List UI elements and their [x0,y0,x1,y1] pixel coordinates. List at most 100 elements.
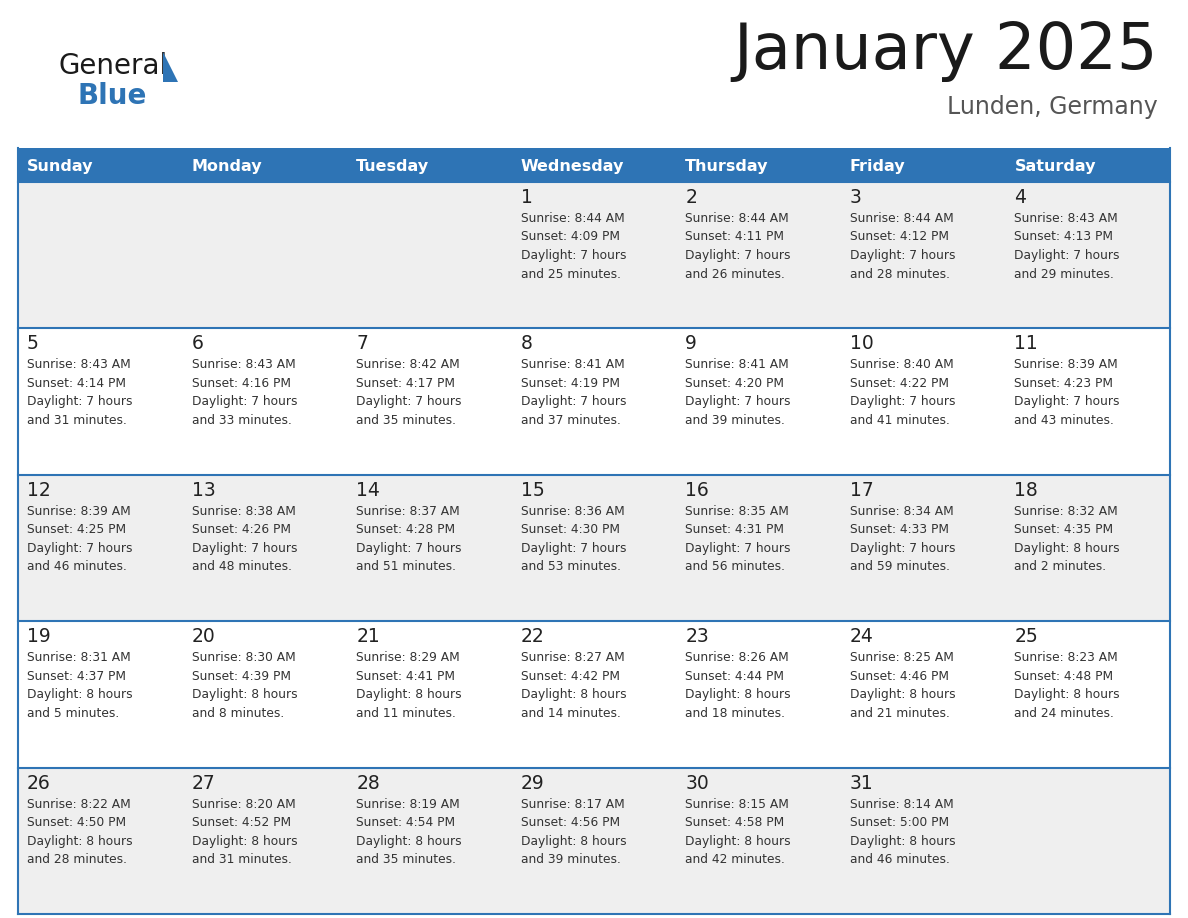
Text: 1: 1 [520,188,532,207]
Text: 8: 8 [520,334,532,353]
Text: Sunrise: 8:43 AM
Sunset: 4:14 PM
Daylight: 7 hours
and 31 minutes.: Sunrise: 8:43 AM Sunset: 4:14 PM Dayligh… [27,358,133,427]
Bar [676,182,841,329]
Bar [512,767,676,914]
Text: Sunrise: 8:29 AM
Sunset: 4:41 PM
Daylight: 8 hours
and 11 minutes.: Sunrise: 8:29 AM Sunset: 4:41 PM Dayligh… [356,651,462,720]
Bar [676,148,841,182]
Bar [183,475,347,621]
Bar [1005,767,1170,914]
Text: Sunrise: 8:40 AM
Sunset: 4:22 PM
Daylight: 7 hours
and 41 minutes.: Sunrise: 8:40 AM Sunset: 4:22 PM Dayligh… [849,358,955,427]
Text: 4: 4 [1015,188,1026,207]
Bar [841,475,1005,621]
Text: 14: 14 [356,481,380,499]
Bar [18,767,183,914]
Bar [183,329,347,475]
Text: 12: 12 [27,481,51,499]
Bar [841,621,1005,767]
Text: Sunrise: 8:20 AM
Sunset: 4:52 PM
Daylight: 8 hours
and 31 minutes.: Sunrise: 8:20 AM Sunset: 4:52 PM Dayligh… [191,798,297,866]
Text: 16: 16 [685,481,709,499]
Bar [676,767,841,914]
Text: Sunrise: 8:43 AM
Sunset: 4:13 PM
Daylight: 7 hours
and 29 minutes.: Sunrise: 8:43 AM Sunset: 4:13 PM Dayligh… [1015,212,1120,281]
Bar [841,767,1005,914]
Bar [347,475,512,621]
Bar [18,148,183,182]
Text: 11: 11 [1015,334,1038,353]
Text: 9: 9 [685,334,697,353]
Text: Sunrise: 8:26 AM
Sunset: 4:44 PM
Daylight: 8 hours
and 18 minutes.: Sunrise: 8:26 AM Sunset: 4:44 PM Dayligh… [685,651,791,720]
Text: Sunrise: 8:39 AM
Sunset: 4:25 PM
Daylight: 7 hours
and 46 minutes.: Sunrise: 8:39 AM Sunset: 4:25 PM Dayligh… [27,505,133,574]
Bar [18,621,183,767]
Text: Sunrise: 8:38 AM
Sunset: 4:26 PM
Daylight: 7 hours
and 48 minutes.: Sunrise: 8:38 AM Sunset: 4:26 PM Dayligh… [191,505,297,574]
Text: Sunrise: 8:25 AM
Sunset: 4:46 PM
Daylight: 8 hours
and 21 minutes.: Sunrise: 8:25 AM Sunset: 4:46 PM Dayligh… [849,651,955,720]
Text: Sunrise: 8:15 AM
Sunset: 4:58 PM
Daylight: 8 hours
and 42 minutes.: Sunrise: 8:15 AM Sunset: 4:58 PM Dayligh… [685,798,791,866]
Text: 5: 5 [27,334,39,353]
Bar [676,621,841,767]
Bar [18,329,183,475]
Text: Sunrise: 8:41 AM
Sunset: 4:19 PM
Daylight: 7 hours
and 37 minutes.: Sunrise: 8:41 AM Sunset: 4:19 PM Dayligh… [520,358,626,427]
Text: 26: 26 [27,774,51,792]
Text: Monday: Monday [191,160,263,174]
Bar [1005,182,1170,329]
Text: 17: 17 [849,481,873,499]
Text: Saturday: Saturday [1015,160,1095,174]
Bar [512,475,676,621]
Text: Wednesday: Wednesday [520,160,624,174]
Bar [512,329,676,475]
Bar [512,148,676,182]
Text: 13: 13 [191,481,215,499]
Text: 15: 15 [520,481,544,499]
Text: Lunden, Germany: Lunden, Germany [947,95,1158,119]
Text: Sunrise: 8:14 AM
Sunset: 5:00 PM
Daylight: 8 hours
and 46 minutes.: Sunrise: 8:14 AM Sunset: 5:00 PM Dayligh… [849,798,955,866]
Text: Tuesday: Tuesday [356,160,429,174]
Text: Sunrise: 8:27 AM
Sunset: 4:42 PM
Daylight: 8 hours
and 14 minutes.: Sunrise: 8:27 AM Sunset: 4:42 PM Dayligh… [520,651,626,720]
Text: 27: 27 [191,774,215,792]
Bar [347,148,512,182]
Text: Sunrise: 8:44 AM
Sunset: 4:11 PM
Daylight: 7 hours
and 26 minutes.: Sunrise: 8:44 AM Sunset: 4:11 PM Dayligh… [685,212,791,281]
Text: 20: 20 [191,627,215,646]
Text: Sunrise: 8:19 AM
Sunset: 4:54 PM
Daylight: 8 hours
and 35 minutes.: Sunrise: 8:19 AM Sunset: 4:54 PM Dayligh… [356,798,462,866]
Text: Sunrise: 8:44 AM
Sunset: 4:12 PM
Daylight: 7 hours
and 28 minutes.: Sunrise: 8:44 AM Sunset: 4:12 PM Dayligh… [849,212,955,281]
Bar [841,329,1005,475]
Bar [347,329,512,475]
Bar [347,182,512,329]
Text: Sunrise: 8:39 AM
Sunset: 4:23 PM
Daylight: 7 hours
and 43 minutes.: Sunrise: 8:39 AM Sunset: 4:23 PM Dayligh… [1015,358,1120,427]
Bar [512,182,676,329]
Text: Sunrise: 8:34 AM
Sunset: 4:33 PM
Daylight: 7 hours
and 59 minutes.: Sunrise: 8:34 AM Sunset: 4:33 PM Dayligh… [849,505,955,574]
Text: Blue: Blue [78,82,147,110]
Text: 31: 31 [849,774,873,792]
Bar [183,767,347,914]
Bar [1005,475,1170,621]
Text: 30: 30 [685,774,709,792]
Bar [347,621,512,767]
Bar [841,148,1005,182]
Text: 23: 23 [685,627,709,646]
Bar [183,182,347,329]
Text: Sunrise: 8:35 AM
Sunset: 4:31 PM
Daylight: 7 hours
and 56 minutes.: Sunrise: 8:35 AM Sunset: 4:31 PM Dayligh… [685,505,791,574]
Text: 25: 25 [1015,627,1038,646]
Bar [18,182,183,329]
Text: Sunrise: 8:41 AM
Sunset: 4:20 PM
Daylight: 7 hours
and 39 minutes.: Sunrise: 8:41 AM Sunset: 4:20 PM Dayligh… [685,358,791,427]
Text: 29: 29 [520,774,544,792]
Text: Sunrise: 8:30 AM
Sunset: 4:39 PM
Daylight: 8 hours
and 8 minutes.: Sunrise: 8:30 AM Sunset: 4:39 PM Dayligh… [191,651,297,720]
Text: Sunday: Sunday [27,160,94,174]
Bar [183,621,347,767]
Text: Sunrise: 8:31 AM
Sunset: 4:37 PM
Daylight: 8 hours
and 5 minutes.: Sunrise: 8:31 AM Sunset: 4:37 PM Dayligh… [27,651,133,720]
Text: 6: 6 [191,334,203,353]
Text: Sunrise: 8:43 AM
Sunset: 4:16 PM
Daylight: 7 hours
and 33 minutes.: Sunrise: 8:43 AM Sunset: 4:16 PM Dayligh… [191,358,297,427]
Text: January 2025: January 2025 [733,20,1158,82]
Text: Sunrise: 8:44 AM
Sunset: 4:09 PM
Daylight: 7 hours
and 25 minutes.: Sunrise: 8:44 AM Sunset: 4:09 PM Dayligh… [520,212,626,281]
Polygon shape [163,52,178,82]
Text: 10: 10 [849,334,873,353]
Text: General: General [58,52,168,80]
Bar [1005,621,1170,767]
Text: Sunrise: 8:37 AM
Sunset: 4:28 PM
Daylight: 7 hours
and 51 minutes.: Sunrise: 8:37 AM Sunset: 4:28 PM Dayligh… [356,505,462,574]
Text: 22: 22 [520,627,544,646]
Bar [347,767,512,914]
Text: 3: 3 [849,188,861,207]
Bar [183,148,347,182]
Text: Sunrise: 8:17 AM
Sunset: 4:56 PM
Daylight: 8 hours
and 39 minutes.: Sunrise: 8:17 AM Sunset: 4:56 PM Dayligh… [520,798,626,866]
Bar [1005,329,1170,475]
Text: 21: 21 [356,627,380,646]
Text: 2: 2 [685,188,697,207]
Bar [676,329,841,475]
Text: Friday: Friday [849,160,905,174]
